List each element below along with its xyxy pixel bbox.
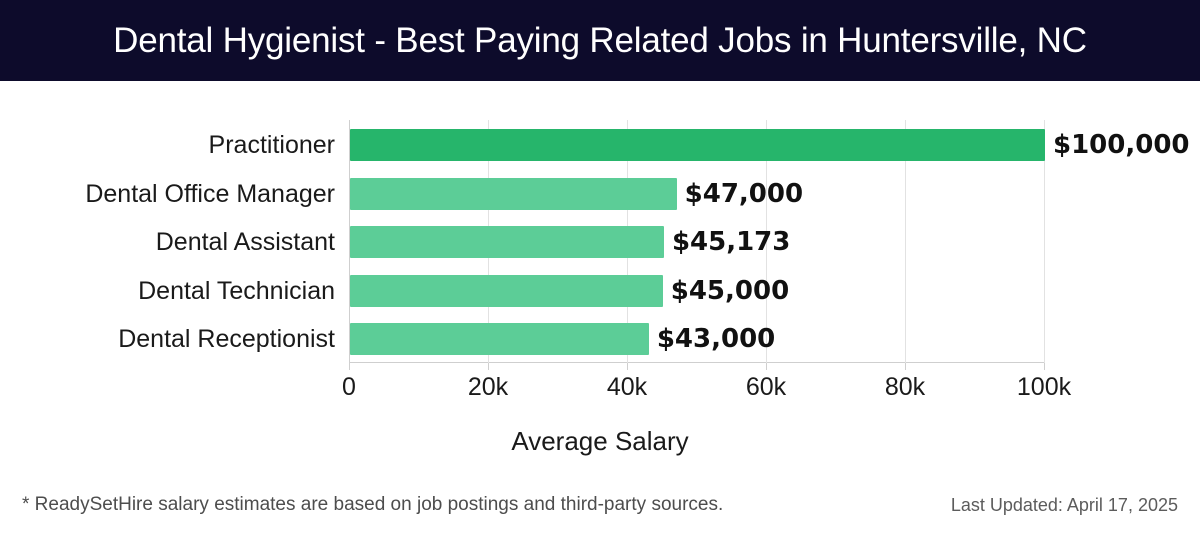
chart-header-band: Dental Hygienist - Best Paying Related J… [0,0,1200,81]
category-label: Practitioner [208,131,335,159]
x-tick-mark [488,363,489,370]
x-tick-label: 20k [467,373,509,401]
bar-value-label: $47,000 [684,178,804,209]
bar [350,129,1045,161]
gridline [766,120,767,363]
x-tick-mark [1044,363,1045,370]
x-tick-label: 60k [745,373,787,401]
footer-disclaimer: * ReadySetHire salary estimates are base… [22,494,724,515]
bar-value-label: $100,000 [1053,130,1190,160]
y-axis-line [349,120,350,363]
bar [350,226,664,259]
x-tick-label: 0 [342,373,356,401]
bar-value-label: $43,000 [656,324,776,355]
bar-value-label: $45,173 [671,227,791,258]
x-tick-mark [627,363,628,370]
footer-last-updated: Last Updated: April 17, 2025 [950,495,1178,515]
x-tick-mark [349,363,350,370]
x-axis-line [349,362,1045,363]
category-label: Dental Receptionist [118,325,335,354]
category-label: Dental Technician [138,276,335,305]
bar [350,177,677,210]
chart-canvas: 0 20k 40k 60k 80k 100k $100,000 $47,000 $45,173… [0,81,1200,480]
gridline [905,120,906,363]
chart-title: Dental Hygienist - Best Paying Related J… [113,20,1087,60]
bar [350,323,649,356]
category-label: Dental Assistant [155,228,335,257]
x-tick-mark [905,363,906,370]
bar [350,274,663,307]
bar-value-label: $45,000 [670,275,790,306]
chart-footer: * ReadySetHire salary estimates are base… [0,488,1200,540]
x-tick-mark [766,363,767,370]
gridline [1044,120,1045,363]
x-tick-label: 40k [606,373,648,401]
category-label: Dental Office Manager [85,179,335,208]
x-tick-label: 100k [1016,373,1072,401]
x-tick-label: 80k [884,373,926,401]
x-axis-title: Average Salary [511,426,689,456]
